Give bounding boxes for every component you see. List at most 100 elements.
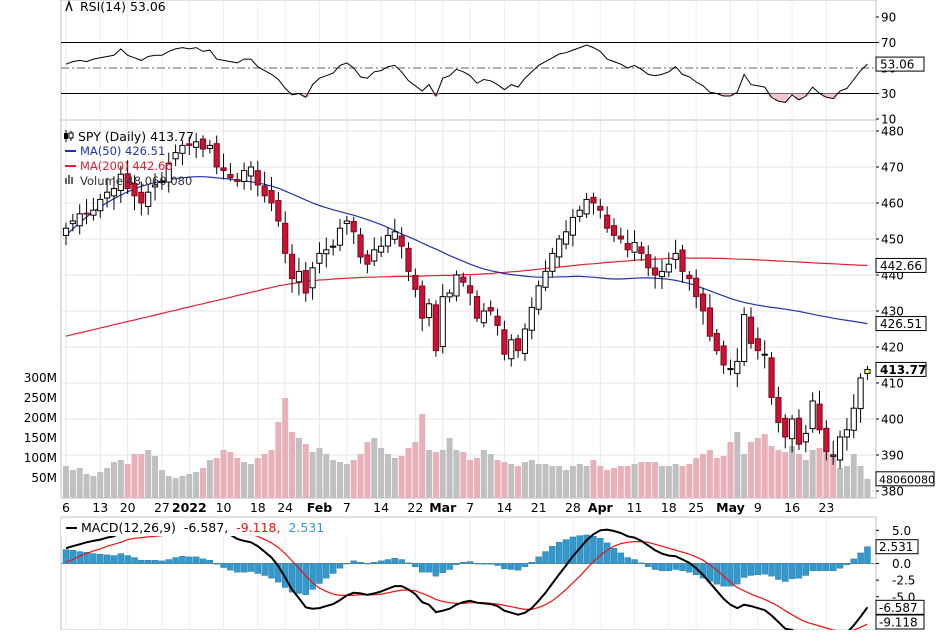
candle-body [398,235,405,247]
candle [713,329,720,355]
price-tick-label: 420 [881,341,904,355]
macd-histogram-bar [110,555,118,564]
candle-body [432,304,439,352]
candle [816,390,823,434]
volume-bar [398,456,405,498]
volume-bar [474,458,480,498]
macd-histogram-bar [782,563,789,582]
candle-body [316,252,323,264]
candle-body [631,242,638,253]
candle [734,348,741,388]
candle-body [809,400,816,430]
volume-tick-label: 100M [24,451,57,465]
candle-body [439,296,446,348]
candle [145,185,152,215]
candle [761,340,768,369]
candle-body [720,345,727,366]
macd-histogram-bar [97,554,104,564]
candle-body [268,190,275,204]
macd-histogram-bar [788,563,796,580]
macd-histogram-bar [816,563,823,572]
candle-body [789,418,796,440]
volume-tick-label: 150M [24,431,57,445]
candle [460,272,467,287]
macd-histogram-bar [638,562,645,564]
candle [850,394,857,439]
candle [364,250,371,274]
candle-body [254,170,261,186]
volume-bar [391,458,398,498]
candle [775,386,782,433]
volume-bar [720,456,727,498]
macd-histogram-bar [131,557,138,564]
candle-body [850,407,857,431]
candle-body [110,188,118,197]
candle-body [391,231,398,240]
candle [830,440,837,465]
macd-tick-label: 5.0 [892,524,911,538]
volume-bar [850,454,857,498]
candle-body [830,454,837,457]
macd-histogram-bar [268,563,275,579]
price-legend: SPY (Daily) 413.77 MA(50) 426.51 MA(200)… [64,129,194,188]
candle [158,171,166,190]
candle [69,213,76,232]
candle [768,351,775,405]
candle-body [645,254,652,269]
candle [624,229,631,258]
candle [795,409,803,451]
candle-body [624,242,631,251]
candle [556,234,563,267]
candle [693,269,700,309]
macd-histogram-bar [144,560,152,564]
macd-histogram-bar [857,552,864,564]
rsi-oversold-fill [775,93,782,102]
rsi-oversold-fill [788,93,796,95]
candle-body [378,245,385,253]
volume-bar [754,438,761,498]
x-tick-label: 14 [373,500,389,515]
candle [124,160,131,195]
candle [391,218,398,245]
macd-histogram-bar [371,562,378,564]
candle-body [686,274,693,280]
macd-legend-signal: -9.118, [236,520,280,535]
volume-bar [658,466,665,498]
price-tick-label: 430 [881,305,904,319]
candle [275,191,282,227]
volume-bar [645,462,652,498]
candle [330,239,337,256]
candle-body [330,245,337,248]
svg-text:413.77: 413.77 [880,363,926,377]
macd-histogram-bar [494,563,501,566]
candle [165,152,172,193]
candle-body [747,316,755,344]
candle-body [288,253,296,280]
candle [384,227,392,253]
volume-bar [412,442,419,498]
macd-tick-label: -2.5 [892,574,915,588]
macd-histogram-bar [501,563,508,570]
volume-bar [802,460,809,498]
volume-bar [275,422,282,498]
volume-bar [727,442,734,498]
candle [302,262,309,302]
candle [110,176,118,210]
volume-bar [501,462,508,498]
macd-histogram-bar [727,563,734,587]
macd-histogram-bar [590,536,597,564]
candle [535,280,542,315]
macd-histogram-bar [562,539,570,564]
macd-histogram-bar [473,563,481,565]
volume-bar [213,458,220,498]
macd-histogram-bar [138,560,145,564]
x-tick-label: 28 [565,500,581,515]
volume-bar [426,450,433,498]
volume-bar [179,476,186,498]
candle [741,307,748,366]
candle-body [275,200,282,222]
candle [405,242,412,281]
price-tick-label: 470 [881,161,904,175]
volume-legend-icon [65,175,73,184]
macd-histogram-bar [240,563,248,573]
